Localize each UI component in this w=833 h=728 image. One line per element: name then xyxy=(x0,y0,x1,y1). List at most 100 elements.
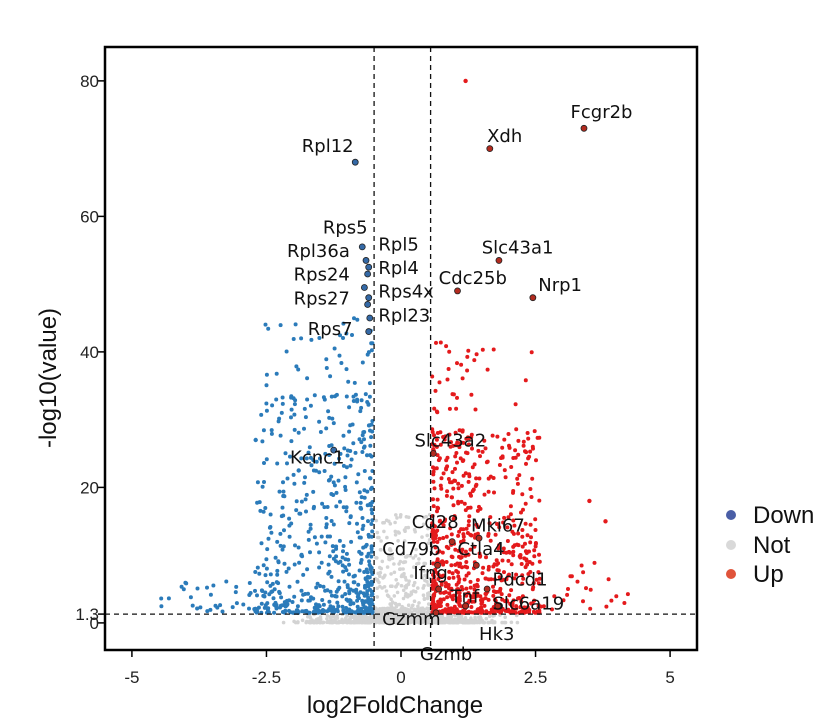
scatter-point xyxy=(334,544,339,549)
scatter-point xyxy=(337,456,342,461)
scatter-point xyxy=(374,609,378,614)
scatter-point xyxy=(344,551,349,556)
scatter-point xyxy=(354,480,359,485)
scatter-point xyxy=(474,352,479,357)
scatter-point xyxy=(334,504,339,509)
scatter-point xyxy=(550,607,554,612)
scatter-point xyxy=(457,590,462,595)
scatter-point xyxy=(347,429,352,434)
scatter-point xyxy=(366,402,371,407)
scatter-point xyxy=(337,585,342,590)
scatter-point xyxy=(350,422,355,427)
gene-label: Cd28 xyxy=(412,512,459,533)
scatter-point xyxy=(435,509,439,514)
scatter-point xyxy=(299,588,304,593)
x-axis-title: log2FoldChange xyxy=(307,692,483,719)
scatter-point xyxy=(303,497,308,502)
scatter-point xyxy=(472,583,477,588)
scatter-point xyxy=(394,604,399,609)
scatter-point xyxy=(532,554,537,559)
scatter-point xyxy=(456,587,461,592)
scatter-point xyxy=(537,559,542,564)
scatter-point xyxy=(414,547,418,552)
scatter-point xyxy=(592,560,597,565)
scatter-point xyxy=(351,601,356,606)
scatter-point xyxy=(355,604,360,609)
scatter-point xyxy=(416,604,420,609)
scatter-point xyxy=(350,333,354,337)
scatter-point xyxy=(285,598,289,603)
scatter-point xyxy=(614,594,619,599)
scatter-point xyxy=(352,380,357,385)
scatter-point xyxy=(438,340,443,345)
scatter-point xyxy=(198,605,203,610)
scatter-point xyxy=(474,593,479,598)
scatter-point xyxy=(422,596,427,601)
scatter-point xyxy=(484,555,488,560)
scatter-point xyxy=(294,620,298,625)
scatter-point xyxy=(296,609,301,614)
scatter-point xyxy=(450,470,455,475)
scatter-point xyxy=(509,465,514,469)
scatter-point xyxy=(465,354,470,359)
gene-label: Xdh xyxy=(487,126,522,147)
scatter-point xyxy=(511,553,516,558)
scatter-point xyxy=(503,599,508,604)
scatter-point xyxy=(314,459,319,464)
scatter-point xyxy=(508,512,513,517)
scatter-point xyxy=(524,551,529,555)
scatter-point xyxy=(312,620,316,625)
scatter-point xyxy=(266,326,271,331)
scatter-point xyxy=(309,463,314,468)
scatter-point xyxy=(181,587,186,592)
scatter-point xyxy=(358,505,363,510)
scatter-point xyxy=(466,348,471,353)
scatter-point xyxy=(537,435,542,440)
scatter-point xyxy=(537,576,542,581)
scatter-point xyxy=(520,528,525,532)
scatter-point xyxy=(432,406,437,411)
scatter-point xyxy=(328,374,333,379)
scatter-point xyxy=(509,620,514,625)
scatter-point xyxy=(461,458,466,463)
scatter-point xyxy=(461,440,466,445)
scatter-point xyxy=(491,593,496,598)
scatter-point xyxy=(404,578,408,582)
scatter-point xyxy=(363,599,368,604)
scatter-point xyxy=(482,603,487,608)
scatter-point xyxy=(603,519,608,524)
scatter-point xyxy=(287,516,292,521)
scatter-point xyxy=(508,601,513,606)
scatter-point xyxy=(264,401,269,406)
labeled-gene-point xyxy=(361,284,368,291)
scatter-point xyxy=(430,579,435,584)
scatter-point xyxy=(495,568,500,573)
scatter-point xyxy=(459,550,464,555)
scatter-point xyxy=(508,504,513,509)
labeled-gene-point xyxy=(448,538,456,545)
scatter-point xyxy=(488,474,493,479)
scatter-point xyxy=(445,595,450,600)
scatter-point xyxy=(344,509,349,514)
scatter-point xyxy=(304,456,309,461)
scatter-point xyxy=(445,377,450,382)
scatter-point xyxy=(513,448,518,453)
scatter-point xyxy=(301,572,306,577)
scatter-point xyxy=(319,534,324,539)
scatter-point xyxy=(368,567,373,572)
scatter-point xyxy=(561,598,566,603)
scatter-point xyxy=(356,582,361,587)
scatter-point xyxy=(530,476,535,481)
scatter-point xyxy=(398,567,403,571)
scatter-point xyxy=(470,446,474,451)
scatter-point xyxy=(412,565,416,569)
scatter-point xyxy=(374,518,379,523)
scatter-point xyxy=(351,399,356,403)
scatter-point xyxy=(471,487,476,492)
scatter-point xyxy=(306,450,311,455)
scatter-point xyxy=(467,514,472,519)
scatter-point xyxy=(514,606,519,611)
scatter-point xyxy=(253,588,257,593)
scatter-point xyxy=(415,612,420,617)
scatter-point xyxy=(367,616,372,620)
